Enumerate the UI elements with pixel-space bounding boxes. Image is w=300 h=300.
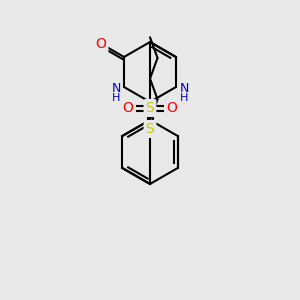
Text: O: O: [95, 37, 106, 51]
Text: H: H: [180, 93, 188, 103]
Text: H: H: [112, 93, 120, 103]
Text: N: N: [179, 82, 189, 95]
Text: S: S: [146, 101, 154, 115]
Text: S: S: [146, 122, 154, 136]
Text: O: O: [167, 101, 177, 115]
Text: N: N: [111, 82, 121, 95]
Text: O: O: [123, 101, 134, 115]
